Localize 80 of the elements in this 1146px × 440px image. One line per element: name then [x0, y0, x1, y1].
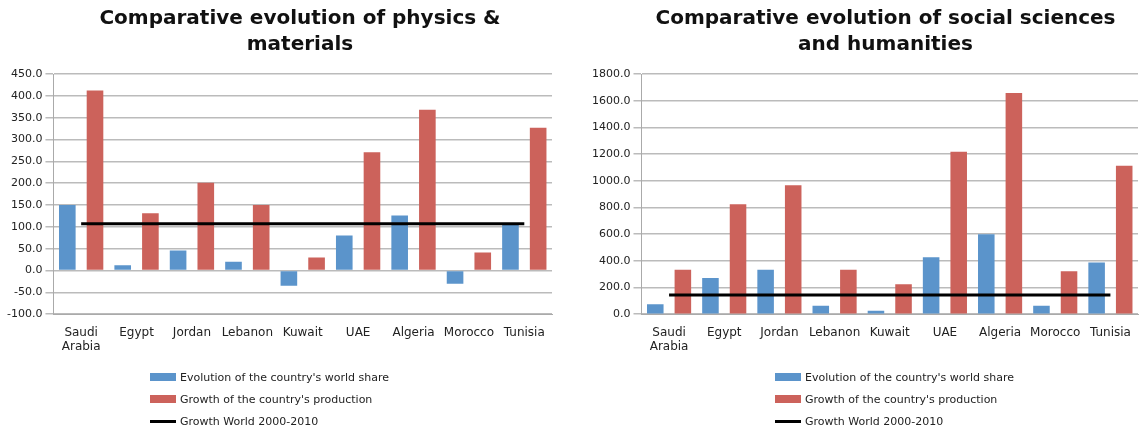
legend-label: Growth World 2000-2010	[180, 414, 319, 428]
y-tick-label: 1000.0	[591, 173, 631, 187]
bar	[1005, 93, 1023, 314]
bar	[895, 284, 912, 314]
y-tick-label: -50.0	[13, 285, 43, 299]
y-tick-label: 250.0	[10, 154, 43, 168]
x-tick-label: Kuwait	[282, 324, 324, 339]
bar	[280, 271, 298, 286]
chart-title: Comparative evolution of social sciences and humanities	[654, 4, 1117, 56]
bar	[474, 252, 492, 270]
bar	[1033, 305, 1050, 314]
y-tick-label: 200.0	[598, 280, 631, 294]
y-tick-label: 100.0	[10, 219, 43, 233]
bar	[225, 261, 242, 270]
bar	[335, 235, 353, 270]
x-tick-label: Morocco	[443, 324, 495, 339]
y-tick-label: 0.0	[612, 307, 631, 321]
bar	[308, 257, 325, 270]
bar	[702, 277, 719, 314]
bar	[529, 127, 547, 270]
y-tick-label: 0.0	[24, 263, 43, 277]
x-tick-label: Saudi Arabia	[61, 324, 101, 353]
bar	[502, 223, 519, 270]
y-tick-label: 400.0	[598, 253, 631, 267]
bar	[59, 205, 76, 270]
chart-title: Comparative evolution of physics & materials	[98, 4, 502, 56]
x-tick-label: Lebanon	[221, 324, 274, 339]
x-tick-label: UAE	[932, 324, 958, 339]
bar	[391, 215, 408, 270]
bar	[1088, 262, 1105, 314]
bar	[1115, 165, 1133, 314]
x-tick-label: Tunisia	[502, 324, 545, 339]
legend-label: Growth World 2000-2010	[805, 414, 944, 428]
x-tick-label: Egypt	[119, 324, 155, 339]
bar	[950, 151, 967, 314]
y-tick-label: -100.0	[6, 307, 43, 321]
x-tick-label: UAE	[345, 324, 371, 339]
y-tick-label: 600.0	[598, 226, 631, 240]
bar	[197, 182, 215, 270]
bar	[142, 213, 159, 270]
x-tick-label: Lebanon	[808, 324, 861, 339]
x-tick-label: Morocco	[1030, 324, 1081, 339]
y-tick-label: 1200.0	[591, 146, 631, 160]
bar	[922, 257, 940, 314]
legend-label: Growth of the country's production	[180, 392, 373, 406]
x-tick-label: Tunisia	[1088, 324, 1131, 339]
y-tick-label: 1800.0	[591, 66, 631, 80]
y-tick-label: 350.0	[10, 110, 43, 124]
y-tick-label: 1400.0	[591, 120, 631, 134]
bar	[86, 90, 104, 270]
x-tick-label: Algeria	[978, 324, 1022, 339]
y-tick-label: 150.0	[10, 197, 43, 211]
bar	[757, 269, 774, 314]
bar	[978, 234, 995, 314]
y-tick-label: 300.0	[10, 132, 43, 146]
x-tick-label: Jordan	[759, 324, 799, 339]
legend-label: Evolution of the country's world share	[805, 370, 1015, 384]
x-tick-label: Saudi Arabia	[649, 324, 689, 353]
legend-label: Evolution of the country's world share	[180, 370, 390, 384]
x-tick-label: Algeria	[392, 324, 435, 339]
bar	[446, 271, 464, 284]
bar	[114, 265, 132, 270]
y-tick-label: 800.0	[598, 200, 631, 214]
legend-label: Growth of the country's production	[805, 392, 998, 406]
bar	[252, 205, 270, 270]
bar	[419, 109, 436, 270]
y-tick-label: 200.0	[10, 176, 43, 190]
bar	[169, 250, 187, 270]
x-tick-label: Jordan	[171, 324, 212, 339]
x-tick-label: Egypt	[706, 324, 742, 339]
y-tick-label: 450.0	[10, 66, 43, 80]
bar	[729, 204, 747, 314]
y-tick-label: 400.0	[10, 88, 43, 102]
bar	[784, 185, 802, 314]
bar	[647, 304, 664, 314]
bar	[363, 152, 381, 270]
bar	[840, 269, 857, 314]
y-tick-label: 50.0	[17, 241, 43, 255]
y-tick-label: 1600.0	[591, 93, 631, 107]
x-tick-label: Kuwait	[869, 324, 911, 339]
